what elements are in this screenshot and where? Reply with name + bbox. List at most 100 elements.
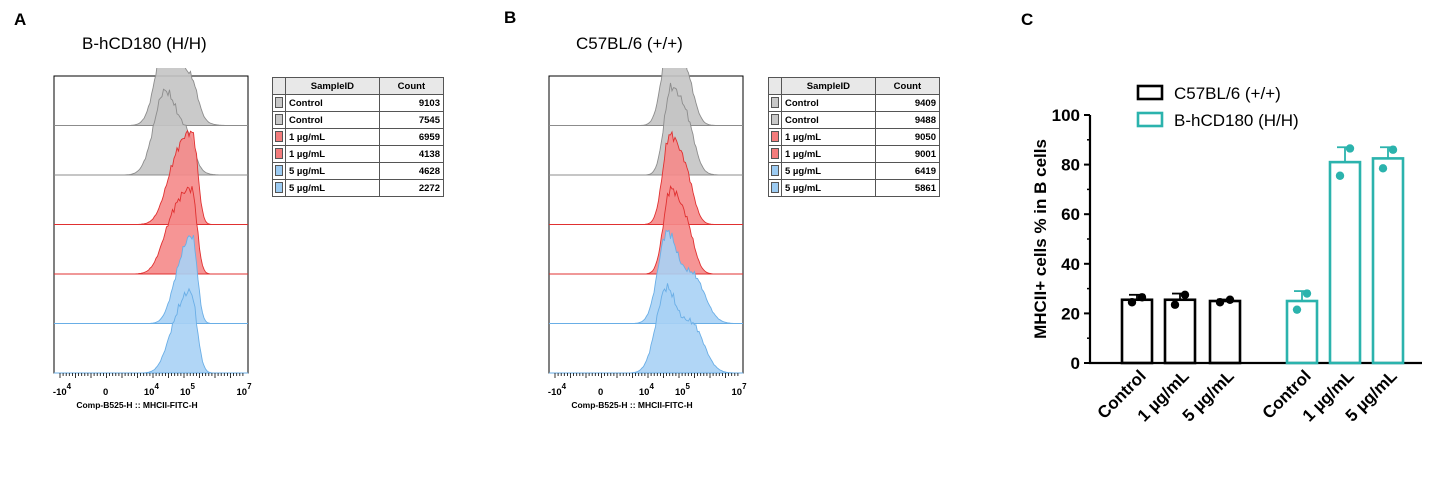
y-tick-label: 0 — [1071, 354, 1080, 373]
x-tick-label: 104 — [639, 382, 655, 398]
y-tick-label: 40 — [1061, 255, 1080, 274]
bar — [1208, 299, 1242, 365]
sample-id-cell: Control — [781, 111, 876, 129]
histogram-x-axis: -104 0 104 105 107 — [53, 373, 252, 398]
count-cell: 7545 — [378, 111, 445, 129]
y-tick-label: 60 — [1061, 205, 1080, 224]
table-row: 1 µg/mL 4138 — [272, 145, 445, 163]
data-point — [1302, 289, 1312, 298]
color-swatch — [272, 128, 286, 146]
legend-swatch — [1136, 111, 1164, 128]
count-cell: 4138 — [378, 145, 445, 163]
sample-table-b: SampleID Count Control 9409 Control 9488 1 µg/… — [768, 77, 941, 197]
table-row: 5 µg/mL 4628 — [272, 162, 445, 180]
color-swatch — [768, 128, 782, 146]
swatch-chip — [275, 165, 283, 177]
table-a-header-swatch — [272, 77, 286, 95]
swatch-chip — [275, 182, 283, 194]
y-axis-label: MHCII+ cells % in B cells — [1031, 139, 1050, 339]
sample-id-cell: 5 µg/mL — [285, 179, 380, 197]
swatch-chip — [275, 97, 283, 109]
sample-id-cell: 1 µg/mL — [781, 145, 876, 163]
data-point — [1335, 171, 1345, 180]
data-point — [1225, 295, 1235, 304]
data-point — [1215, 298, 1225, 307]
swatch-chip — [771, 114, 779, 126]
color-swatch — [272, 162, 286, 180]
color-swatch — [272, 179, 286, 197]
y-tick-label: 80 — [1061, 156, 1080, 175]
data-point — [1170, 300, 1180, 309]
table-b-header-count: Count — [874, 77, 941, 95]
table-row: Control 9409 — [768, 94, 941, 112]
sample-id-cell: 1 µg/mL — [285, 145, 380, 163]
x-tick-label: 105 — [180, 382, 196, 398]
sample-id-cell: 5 µg/mL — [781, 179, 876, 197]
swatch-chip — [275, 148, 283, 160]
color-swatch — [272, 145, 286, 163]
color-swatch — [768, 111, 782, 129]
data-point — [1378, 164, 1388, 173]
sample-id-cell: Control — [285, 111, 380, 129]
count-cell: 9409 — [874, 94, 941, 112]
panel-c-letter: C — [1021, 10, 1034, 29]
swatch-chip — [771, 165, 779, 177]
count-cell: 6959 — [378, 128, 445, 146]
sample-id-cell: 5 µg/mL — [285, 162, 380, 180]
legend-label: B-hCD180 (H/H) — [1174, 111, 1299, 130]
table-b-header-sampleid: SampleID — [781, 77, 876, 95]
count-cell: 9488 — [874, 111, 941, 129]
sample-id-cell: 1 µg/mL — [781, 128, 876, 146]
x-tick-label: 107 — [236, 382, 252, 398]
x-tick-label: -104 — [548, 382, 567, 398]
table-a-header-sampleid: SampleID — [285, 77, 380, 95]
table-row: 1 µg/mL 9050 — [768, 128, 941, 146]
bar — [1120, 298, 1154, 365]
table-row: 1 µg/mL 6959 — [272, 128, 445, 146]
table-row: Control 9488 — [768, 111, 941, 129]
table-row: Control 7545 — [272, 111, 445, 129]
x-tick-label: -104 — [53, 382, 72, 398]
sample-id-cell: 5 µg/mL — [781, 162, 876, 180]
panel-a-title: B-hCD180 (H/H) — [82, 34, 207, 53]
y-tick-label: 100 — [1052, 106, 1080, 125]
table-row: 1 µg/mL 9001 — [768, 145, 941, 163]
swatch-chip — [771, 131, 779, 143]
legend-label: C57BL/6 (+/+) — [1174, 84, 1281, 103]
bar — [1328, 160, 1362, 365]
histogram-x-label: Comp-B525-H :: MHCII-FITC-H — [76, 400, 197, 410]
data-point — [1345, 144, 1355, 153]
histogram-x-axis: -104 0 104 105 107 — [548, 373, 747, 398]
sample-id-cell: 1 µg/mL — [285, 128, 380, 146]
table-b-header-swatch — [768, 77, 782, 95]
color-swatch — [272, 94, 286, 112]
table-a-header-count: Count — [378, 77, 445, 95]
count-cell: 2272 — [378, 179, 445, 197]
x-tick-label: 0 — [103, 387, 108, 398]
x-tick-label: 0 — [598, 387, 603, 398]
swatch-chip — [275, 114, 283, 126]
sample-id-cell: Control — [285, 94, 380, 112]
x-tick-label: 104 — [144, 382, 160, 398]
sample-table-a: SampleID Count Control 9103 Control 7545 1 µg/… — [272, 77, 445, 197]
count-cell: 4628 — [378, 162, 445, 180]
color-swatch — [768, 162, 782, 180]
swatch-chip — [771, 97, 779, 109]
color-swatch — [768, 94, 782, 112]
color-swatch — [768, 179, 782, 197]
data-point — [1388, 145, 1398, 154]
histogram-x-label: Comp-B525-H :: MHCII-FITC-H — [571, 400, 692, 410]
legend-swatch — [1136, 84, 1164, 101]
data-point — [1127, 298, 1137, 307]
swatch-chip — [771, 182, 779, 194]
y-tick-label: 20 — [1061, 304, 1080, 323]
panel-b-letter: B — [504, 8, 517, 27]
table-row: Control 9103 — [272, 94, 445, 112]
panel-b-title: C57BL/6 (+/+) — [576, 34, 683, 53]
panel-a-letter: A — [14, 10, 27, 29]
bar — [1371, 157, 1405, 365]
count-cell: 6419 — [874, 162, 941, 180]
bar — [1163, 298, 1197, 365]
